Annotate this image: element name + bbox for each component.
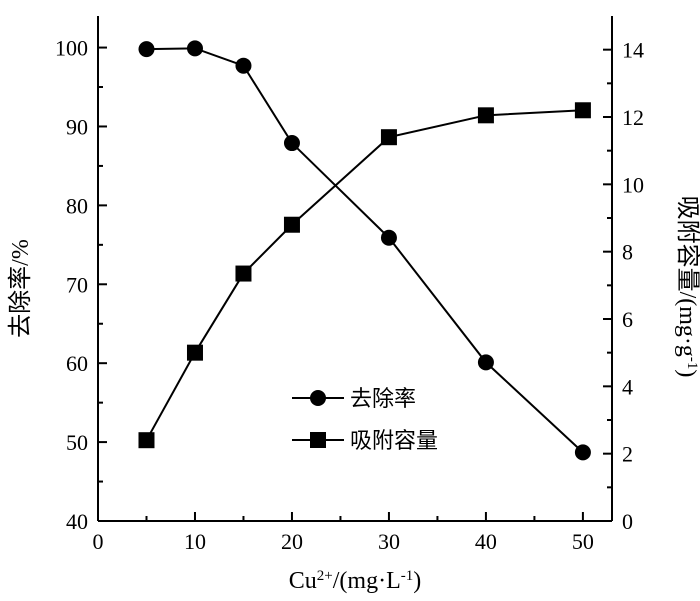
legend-item-removal-rate: 去除率 — [292, 386, 416, 411]
y-right-tick-label: 8 — [622, 240, 633, 265]
data-point-square — [574, 102, 591, 119]
y-left-axis-title: 去除率/% — [7, 239, 34, 338]
x-tick-label: 50 — [572, 529, 594, 554]
data-point-square — [138, 432, 155, 449]
y-right-tick-label: 14 — [622, 38, 644, 63]
legend: 去除率 吸附容量 — [292, 386, 438, 453]
y-left-tick-label: 60 — [66, 351, 88, 376]
y-right-tick-label: 0 — [622, 509, 633, 534]
legend-square-marker — [310, 432, 326, 448]
series-markers — [138, 40, 591, 461]
data-point-square — [283, 216, 300, 233]
y-right-tick-label: 2 — [622, 442, 633, 467]
y-right-tick-label: 6 — [622, 307, 633, 332]
data-point-circle — [477, 354, 494, 371]
y-left-tick-label: 50 — [66, 430, 88, 455]
x-tick-label: 20 — [281, 529, 303, 554]
y-left-tick-label: 40 — [66, 509, 88, 534]
ticks: 0 10 20 30 40 50 40 50 60 70 80 90 100 0 2 4 6 8 10 12 14 — [55, 36, 644, 554]
x-tick-label: 40 — [475, 529, 497, 554]
data-point-circle — [186, 40, 203, 57]
data-point-square — [380, 129, 397, 146]
legend-label-removal-rate: 去除率 — [350, 386, 416, 411]
x-tick-label: 0 — [93, 529, 104, 554]
data-point-circle — [380, 229, 397, 246]
data-point-circle — [574, 444, 591, 461]
data-point-circle — [235, 57, 252, 74]
y-left-tick-label: 90 — [66, 114, 88, 139]
legend-label-adsorption-capacity: 吸附容量 — [350, 428, 438, 453]
legend-circle-marker — [310, 390, 326, 406]
x-axis-title: Cu2+/(mg·L-1) — [289, 568, 421, 594]
data-point-circle — [283, 135, 300, 152]
data-point-square — [186, 344, 203, 361]
y-right-tick-label: 4 — [622, 374, 633, 399]
legend-item-adsorption-capacity: 吸附容量 — [292, 428, 438, 453]
y-right-axis-title: 吸附容量/(mg·g-1) — [674, 196, 700, 378]
y-left-tick-label: 80 — [66, 193, 88, 218]
data-point-square — [235, 265, 252, 282]
y-left-tick-label: 100 — [55, 36, 88, 61]
data-point-square — [477, 107, 494, 124]
x-tick-label: 10 — [184, 529, 206, 554]
y-left-tick-label: 70 — [66, 272, 88, 297]
axes — [97, 16, 613, 522]
y-right-tick-label: 10 — [622, 172, 644, 197]
y-right-tick-label: 12 — [622, 105, 644, 130]
data-point-circle — [138, 41, 155, 58]
x-tick-label: 30 — [378, 529, 400, 554]
